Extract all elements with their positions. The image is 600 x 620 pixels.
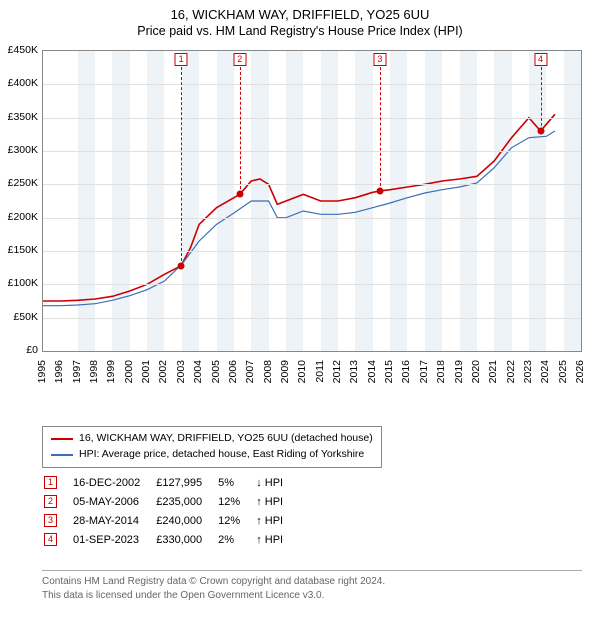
sale-dir: ↑ HPI [256,531,297,548]
legend-label-hpi: HPI: Average price, detached house, East… [79,447,364,463]
sale-dir: ↑ HPI [256,493,297,510]
sale-index-box: 1 [44,476,57,489]
chart-subtitle: Price paid vs. HM Land Registry's House … [0,24,600,42]
legend-label-property: 16, WICKHAM WAY, DRIFFIELD, YO25 6UU (de… [79,431,373,447]
sale-dot [178,262,185,269]
legend-row-hpi: HPI: Average price, detached house, East… [51,447,373,463]
x-axis-label: 1999 [105,360,117,383]
x-axis-label: 2000 [123,360,135,383]
x-axis-label: 2003 [175,360,187,383]
sale-pct: 5% [218,474,254,491]
x-axis-label: 1997 [71,360,83,383]
sale-marker-box: 4 [534,53,547,66]
sales-row: 4 01-SEP-2023£330,0002%↑ HPI [44,531,297,548]
x-axis-label: 2006 [227,360,239,383]
x-axis-label: 2016 [400,360,412,383]
sale-index-box: 4 [44,533,57,546]
legend-row-property: 16, WICKHAM WAY, DRIFFIELD, YO25 6UU (de… [51,431,373,447]
sale-index-box: 3 [44,514,57,527]
y-axis-label: £300K [8,144,38,156]
x-axis-label: 2015 [383,360,395,383]
sales-table: 116-DEC-2002£127,9955%↓ HPI205-MAY-2006£… [42,472,299,550]
x-axis-label: 2014 [366,360,378,383]
sale-marker-box: 3 [373,53,386,66]
sale-price: £240,000 [156,512,216,529]
x-axis-label: 2024 [539,360,551,383]
y-axis-label: £250K [8,177,38,189]
sale-dot [537,128,544,135]
plot-region: 1 2 3 4 [42,50,582,352]
x-axis-label: 2019 [453,360,465,383]
sale-index-box: 2 [44,495,57,508]
sale-price: £235,000 [156,493,216,510]
x-axis-label: 2025 [557,360,569,383]
legend-swatch-property [51,438,73,440]
x-axis-label: 2002 [157,360,169,383]
y-axis-label: £50K [13,311,38,323]
y-axis-label: £0 [26,344,38,356]
sale-marker-box: 2 [233,53,246,66]
sale-price: £330,000 [156,531,216,548]
sale-date: 01-SEP-2023 [73,531,154,548]
y-axis-label: £450K [8,44,38,56]
sale-price: £127,995 [156,474,216,491]
x-axis-label: 2017 [418,360,430,383]
series-property [43,114,555,301]
x-axis-label: 2020 [470,360,482,383]
chart-title: 16, WICKHAM WAY, DRIFFIELD, YO25 6UU [0,0,600,24]
x-axis-label: 2022 [505,360,517,383]
x-axis-label: 2001 [140,360,152,383]
sale-date: 28-MAY-2014 [73,512,154,529]
sale-date: 05-MAY-2006 [73,493,154,510]
sale-marker-box: 1 [175,53,188,66]
x-axis-label: 2008 [262,360,274,383]
sale-date: 16-DEC-2002 [73,474,154,491]
sale-pct: 12% [218,512,254,529]
line-layer [43,51,581,351]
footer-line2: This data is licensed under the Open Gov… [42,589,582,603]
x-axis-label: 2007 [244,360,256,383]
sale-pct: 2% [218,531,254,548]
legend: 16, WICKHAM WAY, DRIFFIELD, YO25 6UU (de… [42,426,382,468]
x-axis-label: 2011 [314,360,326,383]
y-axis-label: £400K [8,77,38,89]
sale-dir: ↑ HPI [256,512,297,529]
y-axis-label: £100K [8,277,38,289]
chart-container: 16, WICKHAM WAY, DRIFFIELD, YO25 6UU Pri… [0,0,600,620]
x-axis-label: 1998 [88,360,100,383]
x-axis-label: 2023 [522,360,534,383]
x-axis-label: 2026 [574,360,586,383]
footer-line1: Contains HM Land Registry data © Crown c… [42,575,582,589]
sales-row: 3 28-MAY-2014£240,00012%↑ HPI [44,512,297,529]
x-axis-label: 2004 [192,360,204,383]
sale-pct: 12% [218,493,254,510]
x-axis-label: 1996 [53,360,65,383]
legend-swatch-hpi [51,454,73,456]
chart-area: 1234 £0£50K£100K£150K£200K£250K£300K£350… [42,50,582,380]
sales-row: 1 16-DEC-2002£127,9955%↓ HPI [44,474,297,491]
x-axis-label: 2009 [279,360,291,383]
x-axis-label: 2012 [331,360,343,383]
x-axis-label: 2018 [435,360,447,383]
y-axis-label: £350K [8,111,38,123]
footer: Contains HM Land Registry data © Crown c… [42,570,582,602]
sale-dir: ↓ HPI [256,474,297,491]
x-axis-label: 1995 [36,360,48,383]
sale-dot [376,188,383,195]
x-axis-label: 2021 [487,360,499,383]
x-axis-label: 2005 [210,360,222,383]
sale-dot [236,191,243,198]
x-axis-label: 2010 [296,360,308,383]
y-axis-label: £150K [8,244,38,256]
x-axis-label: 2013 [348,360,360,383]
y-axis-label: £200K [8,211,38,223]
sales-row: 2 05-MAY-2006£235,00012%↑ HPI [44,493,297,510]
